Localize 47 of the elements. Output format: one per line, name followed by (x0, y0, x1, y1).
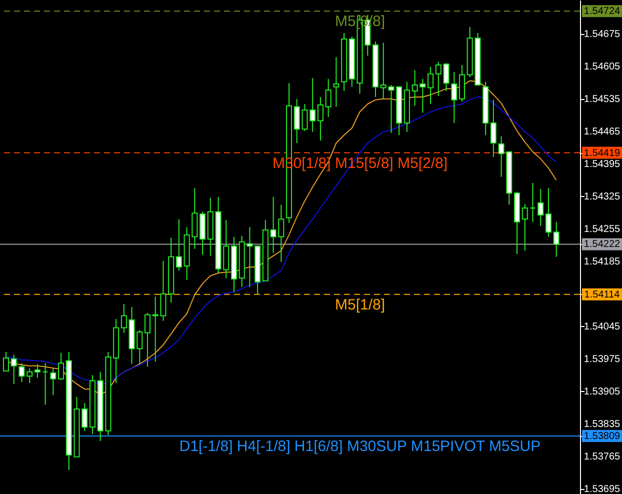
candlestick (18, 362, 25, 383)
candlestick (545, 188, 552, 238)
candlestick (176, 218, 182, 272)
y-tick-label: 1.54675 (584, 28, 621, 40)
candlestick (451, 71, 458, 124)
y-tick-label: 1.54114 (584, 289, 620, 300)
y-tick-label: 1.54325 (584, 191, 621, 202)
y-tick-label: 1.54045 (584, 321, 621, 332)
candlestick (333, 56, 340, 108)
y-tick-label: 1.53975 (584, 354, 621, 365)
y-tick-label: 1.53905 (584, 386, 621, 398)
candlestick (530, 182, 536, 222)
candlestick (10, 354, 17, 384)
candlestick (538, 188, 544, 227)
candlestick (2, 351, 9, 372)
y-tick-label: 1.54465 (584, 126, 621, 138)
candlestick (435, 61, 442, 97)
candlestick (428, 66, 434, 104)
candlestick (50, 368, 56, 396)
candlestick (443, 62, 450, 92)
y-tick-label: 1.54222 (584, 239, 621, 250)
y-tick-label: 1.54395 (584, 158, 621, 170)
y-tick-label: 1.53765 (584, 451, 621, 462)
candlestick (42, 362, 48, 406)
candlestick (310, 78, 316, 132)
candlestick (522, 203, 528, 252)
candlestick (490, 99, 496, 158)
y-tick-label: 1.54724 (584, 6, 621, 18)
candlestick (26, 368, 33, 384)
candlestick (325, 78, 332, 118)
y-tick-label: 1.53695 (584, 484, 621, 494)
candlestick (34, 364, 40, 378)
y-tick-label: 1.53809 (584, 430, 621, 442)
candlestick (120, 304, 127, 334)
y-tick-label: 1.54419 (584, 148, 621, 159)
y-tick-label: 1.53835 (584, 418, 621, 430)
y-tick-label: 1.54185 (584, 256, 621, 268)
candlestick (317, 96, 324, 142)
y-tick-label: 1.54605 (584, 61, 621, 72)
candlestick (144, 312, 150, 368)
ref-line-label: D1[-1/8] H4[-1/8] H1[6/8] M30SUP M15PIVOT M5SUP (179, 438, 541, 455)
candlestick (82, 402, 88, 432)
ref-line-label: M5[1/8] (334, 296, 386, 314)
candlestick (553, 221, 560, 258)
y-tick-label: 1.54255 (584, 224, 621, 235)
candlestick (58, 352, 64, 380)
y-tick-label: 1.54535 (584, 94, 621, 105)
